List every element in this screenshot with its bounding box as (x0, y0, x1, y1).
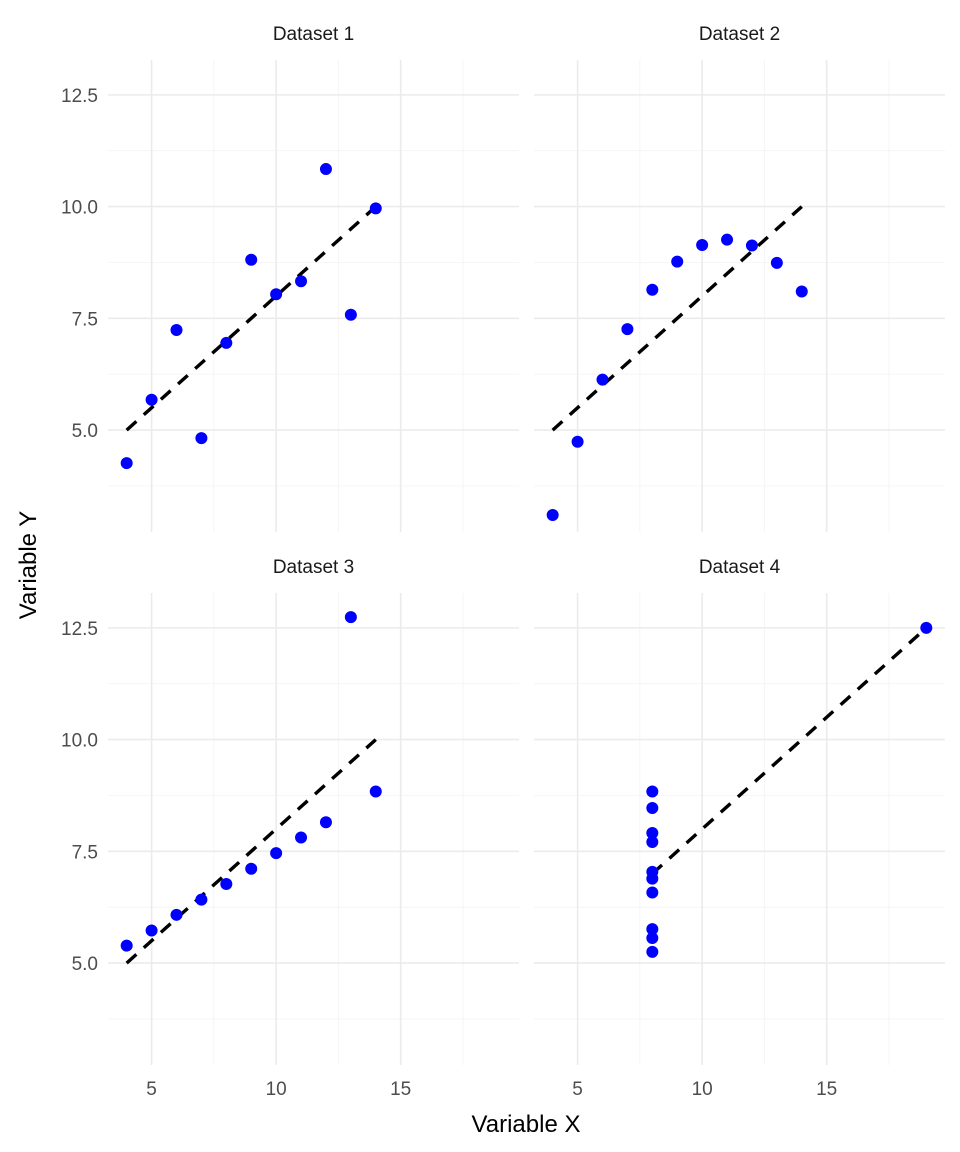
data-point (319, 816, 332, 829)
data-point (596, 373, 609, 386)
x-tick-label: 10 (692, 1079, 713, 1100)
y-tick-label: 10.0 (61, 198, 98, 219)
y-tick-label: 7.5 (72, 842, 98, 863)
data-point (646, 886, 659, 899)
y-tick-label: 7.5 (72, 309, 98, 330)
fit-line (551, 205, 803, 432)
panels: Dataset 1 Dataset 2 Dataset 3 Dataset 4 (108, 24, 945, 1065)
data-point (646, 801, 659, 814)
data-point (245, 253, 258, 266)
data-point (621, 323, 634, 336)
data-point (270, 288, 283, 301)
data-point (795, 285, 808, 298)
x-axis-title: Variable X (472, 1111, 581, 1138)
panel-2: Dataset 2 (534, 24, 945, 532)
data-point (571, 435, 584, 448)
data-point (245, 862, 258, 875)
fit-line (125, 738, 377, 965)
panel-title: Dataset 4 (699, 557, 781, 578)
data-point (920, 621, 933, 634)
y-tick-label: 12.5 (61, 86, 98, 107)
fit-line (125, 205, 377, 432)
data-point (120, 939, 133, 952)
data-point (170, 908, 183, 921)
panel-title: Dataset 2 (699, 24, 780, 45)
fit-line (651, 626, 928, 875)
panel-title: Dataset 1 (273, 24, 354, 45)
data-point (646, 945, 659, 958)
data-point (170, 323, 183, 336)
x-tick-label: 10 (266, 1079, 287, 1100)
data-point (120, 457, 133, 470)
panel-title: Dataset 3 (273, 557, 354, 578)
x-tick-label: 5 (146, 1079, 157, 1100)
data-point (344, 611, 357, 624)
y-tick-label: 12.5 (61, 619, 98, 640)
y-tick-label: 10.0 (61, 731, 98, 752)
data-point (369, 202, 382, 215)
data-point (369, 785, 382, 798)
data-point (319, 163, 332, 176)
data-point (145, 393, 158, 406)
data-point (145, 924, 158, 937)
data-point (646, 872, 659, 885)
x-tick-label: 15 (390, 1079, 411, 1100)
data-point (745, 239, 758, 252)
data-point (295, 275, 308, 288)
data-point (646, 785, 659, 798)
data-point (646, 283, 659, 296)
data-point (344, 308, 357, 321)
data-point (671, 255, 684, 268)
data-point (546, 509, 559, 522)
x-tick-label: 5 (572, 1079, 583, 1100)
data-point (696, 239, 709, 252)
data-point (721, 233, 734, 246)
data-point (195, 432, 208, 445)
y-tick-label: 5.0 (72, 954, 98, 975)
tick-labels: 5.0 7.5 10.0 12.5 5.0 7.5 10.0 12.5 5 10 15 5 10 15 (61, 86, 837, 1100)
y-tick-label: 5.0 (72, 421, 98, 442)
data-point (195, 893, 208, 906)
data-point (220, 877, 233, 890)
x-tick-label: 15 (816, 1079, 837, 1100)
panel-3: Dataset 3 (108, 557, 519, 1065)
data-point (295, 831, 308, 844)
data-point (220, 336, 233, 349)
data-point (270, 847, 283, 860)
data-point (646, 827, 659, 840)
panel-1: Dataset 1 (108, 24, 519, 532)
data-point (770, 256, 783, 269)
y-axis-title: Variable Y (15, 511, 42, 620)
panel-4: Dataset 4 (534, 557, 945, 1065)
data-point (646, 932, 659, 945)
